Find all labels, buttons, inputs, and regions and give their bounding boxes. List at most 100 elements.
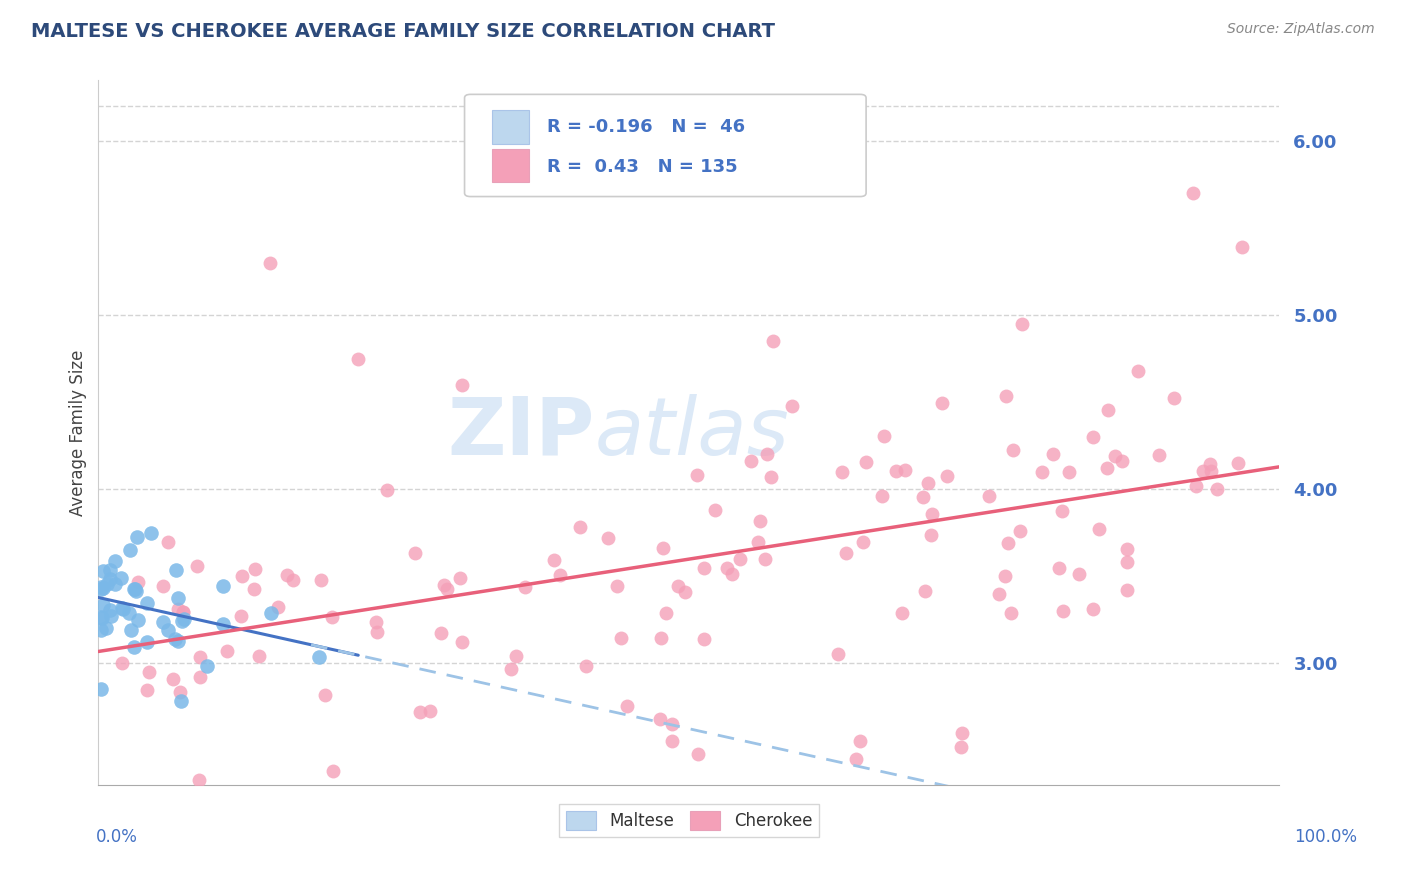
Point (575, 659, 598, 673)
Point (104, 577, 127, 591)
Point (1052, 604, 1074, 618)
Point (693, 561, 716, 575)
Point (451, 378, 474, 392)
Point (98, 572, 121, 586)
Point (1147, 448, 1170, 462)
Point (166, 633, 188, 648)
Legend: Maltese, Cherokee: Maltese, Cherokee (560, 804, 818, 837)
Point (1199, 464, 1222, 478)
Point (90, 582, 112, 596)
Point (1081, 602, 1104, 616)
Point (936, 469, 959, 483)
Point (98, 563, 121, 577)
Point (127, 574, 149, 589)
Point (165, 563, 187, 577)
Point (111, 601, 134, 615)
Point (90, 610, 112, 624)
Point (170, 694, 193, 708)
Text: MALTESE VS CHEROKEE AVERAGE FAMILY SIZE CORRELATION CHART: MALTESE VS CHEROKEE AVERAGE FAMILY SIZE … (31, 22, 775, 41)
Point (172, 606, 194, 620)
Point (872, 428, 894, 442)
Point (716, 561, 738, 575)
Point (436, 582, 458, 596)
Text: atlas: atlas (595, 393, 789, 472)
Point (728, 551, 751, 566)
Point (122, 582, 145, 596)
Point (827, 647, 849, 661)
Point (1088, 522, 1111, 536)
Point (111, 657, 134, 671)
Point (870, 489, 893, 503)
Point (1031, 465, 1053, 479)
Point (139, 525, 162, 540)
Point (1116, 542, 1139, 557)
Point (1111, 453, 1133, 467)
Point (596, 532, 619, 546)
Point (167, 602, 190, 616)
Point (136, 635, 159, 649)
FancyBboxPatch shape (464, 95, 866, 196)
Point (1042, 447, 1064, 461)
Point (408, 705, 430, 719)
Point (212, 616, 235, 631)
Text: Source: ZipAtlas.com: Source: ZipAtlas.com (1227, 22, 1375, 37)
Point (112, 601, 135, 615)
Point (104, 554, 127, 568)
Point (118, 607, 141, 621)
Point (321, 610, 343, 624)
Point (977, 489, 1000, 503)
Point (120, 623, 142, 637)
Point (1226, 456, 1249, 470)
Point (308, 650, 330, 665)
Point (1000, 607, 1022, 621)
Point (419, 704, 441, 718)
Point (505, 648, 527, 663)
Point (212, 579, 235, 593)
Point (156, 624, 179, 638)
Point (186, 558, 208, 573)
Point (125, 584, 148, 599)
Point (855, 455, 877, 469)
Point (1059, 465, 1081, 479)
Point (156, 535, 179, 549)
Point (281, 573, 304, 587)
Point (96, 577, 118, 591)
Point (997, 535, 1019, 549)
Point (650, 631, 672, 645)
Point (782, 399, 804, 413)
Point (550, 568, 572, 582)
Point (606, 579, 628, 593)
Point (188, 649, 211, 664)
Point (849, 734, 872, 748)
Point (122, 640, 145, 655)
Point (616, 698, 638, 713)
Point (94, 621, 117, 635)
Point (673, 585, 696, 599)
Point (167, 591, 190, 605)
Point (1011, 317, 1033, 331)
Point (314, 688, 336, 702)
Point (914, 583, 936, 598)
Point (543, 553, 565, 567)
Point (652, 541, 675, 555)
Point (655, 606, 678, 620)
Text: ZIP: ZIP (447, 393, 595, 472)
Point (747, 535, 769, 549)
Point (1104, 449, 1126, 463)
Point (322, 764, 344, 778)
Point (311, 573, 333, 587)
Point (1001, 443, 1024, 458)
Point (364, 615, 387, 630)
Bar (492, 149, 530, 183)
Point (169, 685, 191, 699)
Point (949, 739, 972, 754)
Point (229, 609, 252, 624)
Point (920, 528, 942, 542)
Point (267, 600, 290, 615)
Point (1115, 583, 1137, 598)
Point (195, 659, 218, 673)
Point (347, 351, 370, 366)
Point (91, 610, 114, 624)
Point (994, 569, 1017, 583)
Point (260, 607, 283, 621)
